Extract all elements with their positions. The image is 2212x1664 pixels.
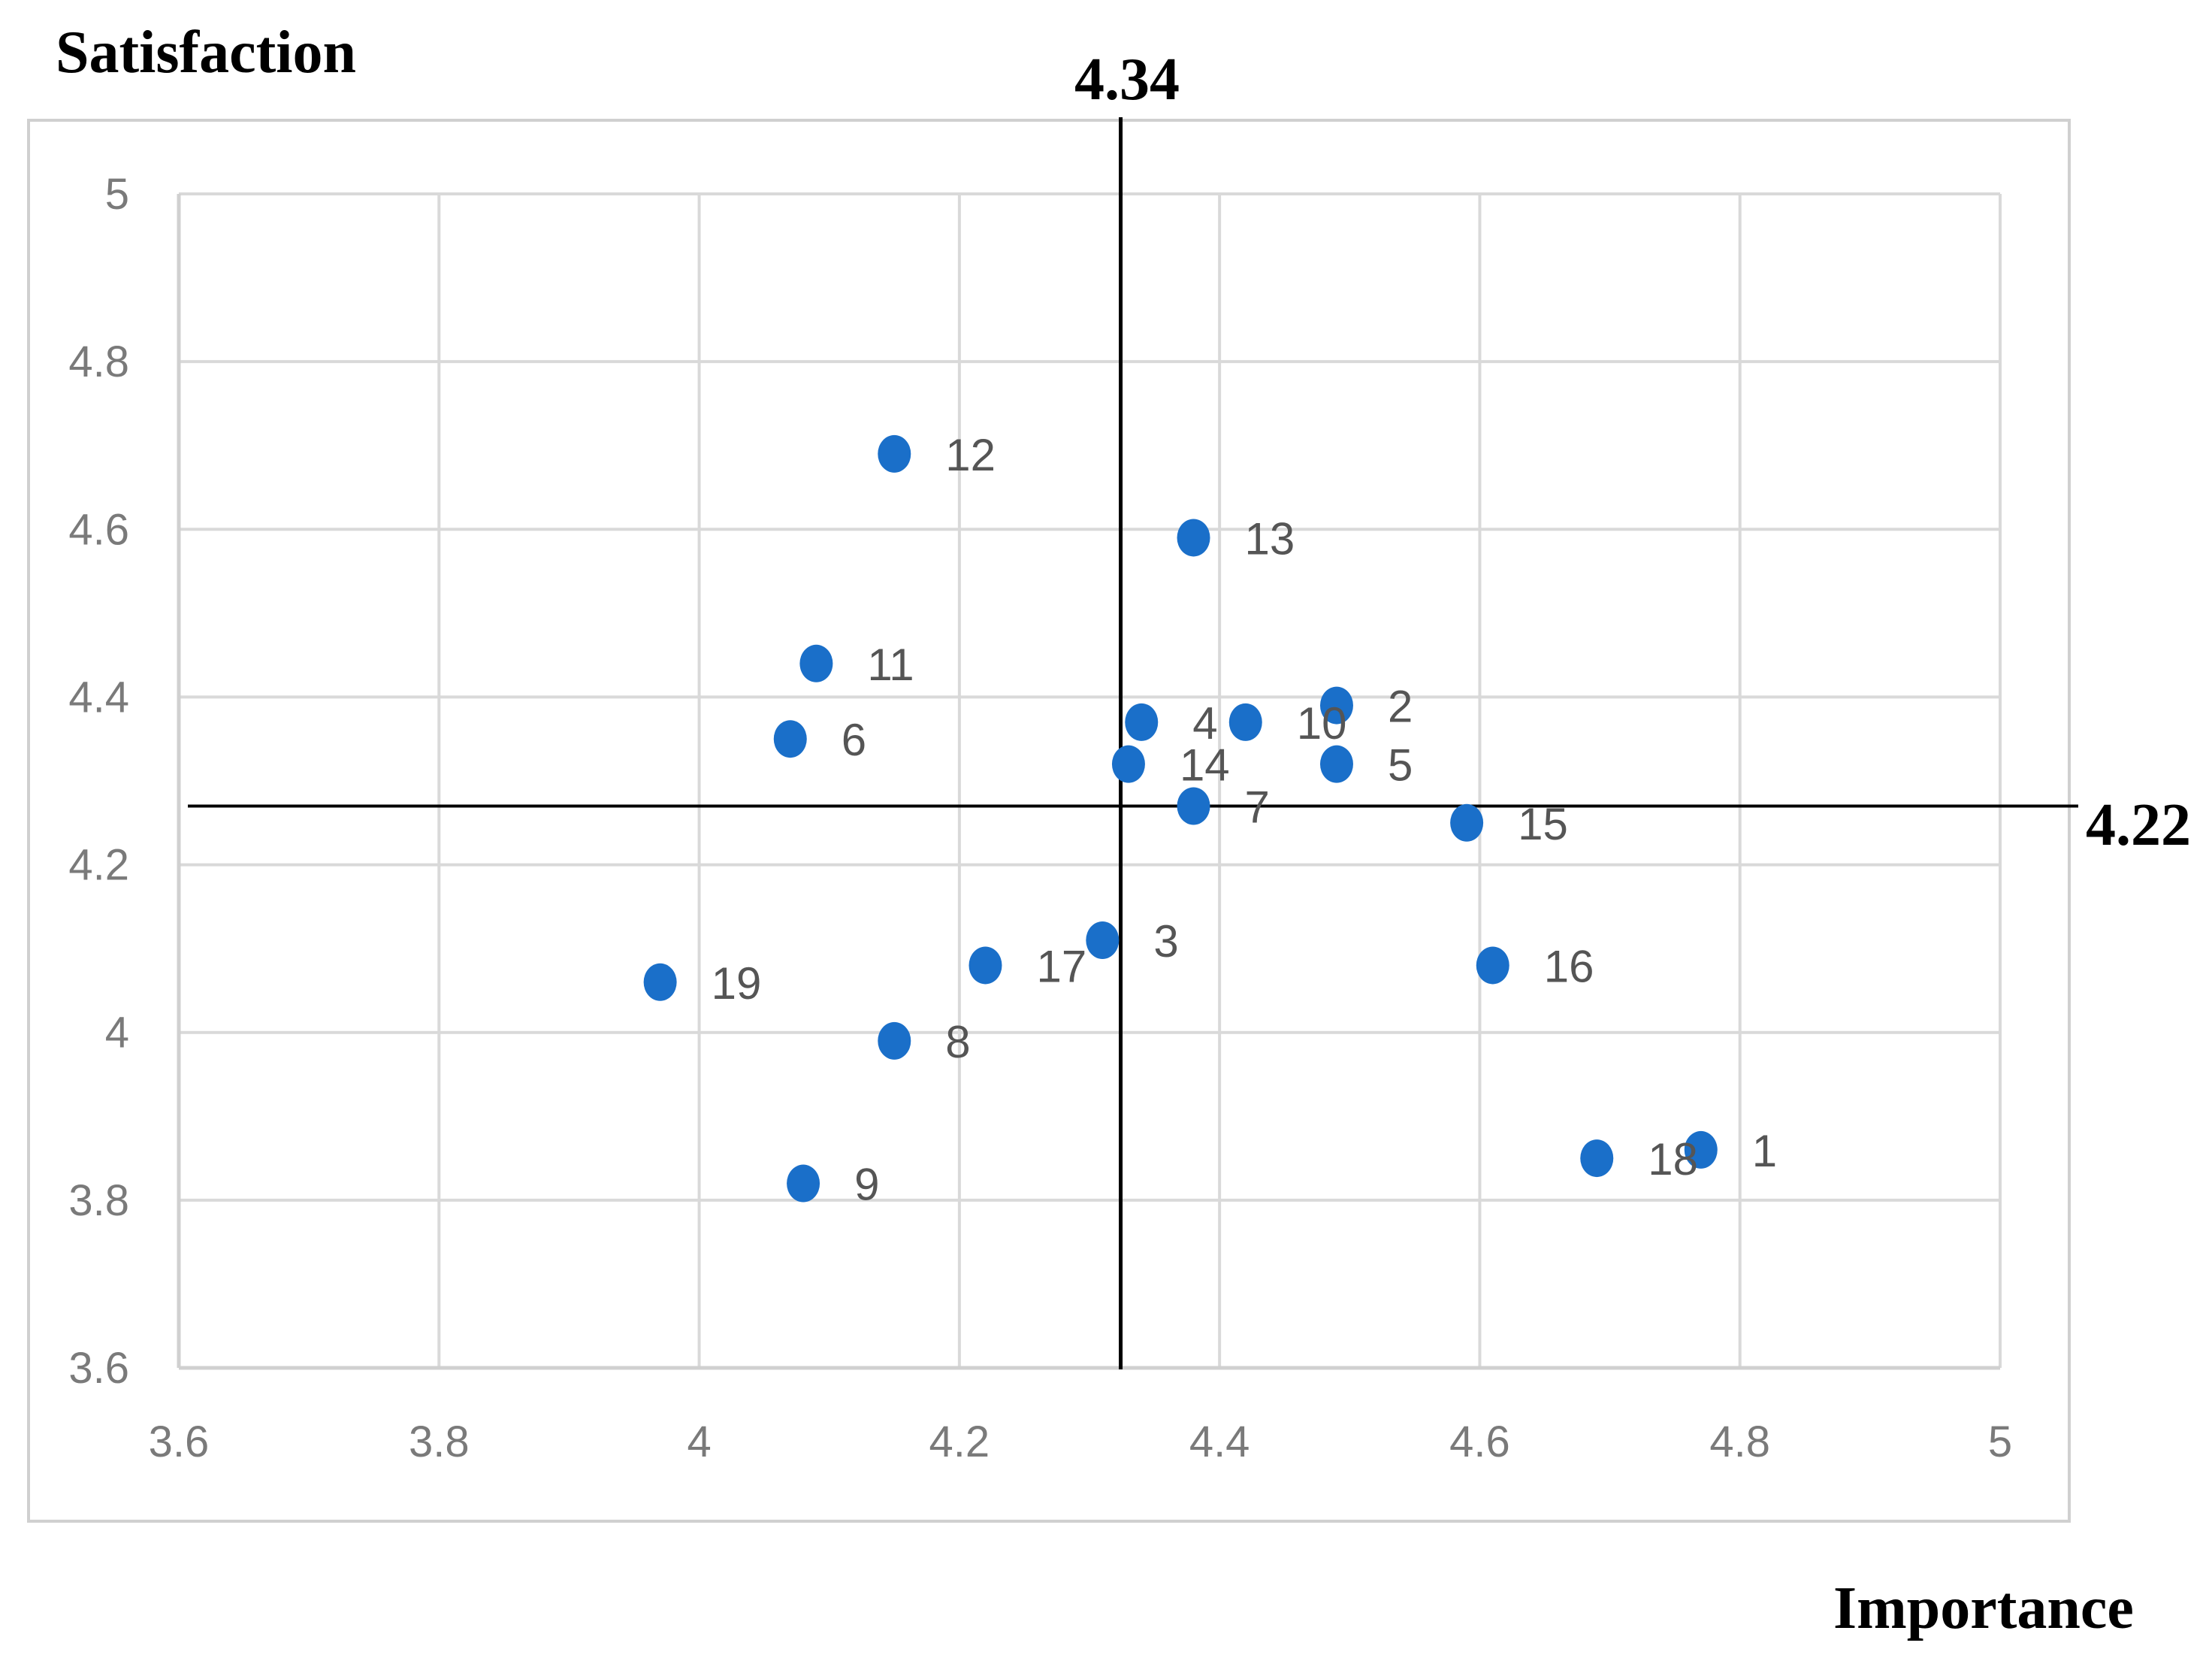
- x-tick-label: 4.4: [1189, 1417, 1250, 1466]
- data-label-16: 16: [1544, 941, 1594, 991]
- data-point-3: [1086, 921, 1120, 959]
- data-point-12: [878, 434, 911, 473]
- data-label-18: 18: [1648, 1134, 1698, 1184]
- data-point-19: [643, 963, 677, 1001]
- data-label-13: 13: [1245, 513, 1295, 564]
- data-label-8: 8: [945, 1017, 970, 1067]
- x-tick-label: 4: [687, 1417, 711, 1466]
- data-point-7: [1177, 787, 1210, 825]
- data-label-3: 3: [1153, 916, 1178, 967]
- data-point-9: [787, 1164, 820, 1203]
- data-point-6: [773, 720, 807, 758]
- x-tick-label: 4.8: [1709, 1417, 1770, 1466]
- y-tick-label: 4.6: [68, 505, 129, 554]
- data-point-2: [1319, 686, 1353, 725]
- x-tick-label: 4.2: [929, 1417, 990, 1466]
- reference-lines: [188, 117, 2078, 1369]
- data-point-4: [1125, 703, 1159, 741]
- data-label-19: 19: [712, 958, 762, 1009]
- data-label-12: 12: [945, 430, 996, 480]
- y-tick-label: 3.6: [68, 1344, 129, 1393]
- data-label-1: 1: [1752, 1126, 1777, 1176]
- data-label-17: 17: [1036, 941, 1086, 991]
- data-point-1: [1684, 1130, 1718, 1169]
- data-label-7: 7: [1245, 782, 1270, 832]
- data-point-5: [1319, 745, 1353, 783]
- tick-labels: 3.6 3.8 4 4.2 4.4 4.6 4.8 5 3.6 3.8 4 4.2 4.4 4.6 4.8 5: [68, 170, 2012, 1466]
- data-point-10: [1228, 703, 1262, 741]
- y-tick-label: 4.2: [68, 841, 129, 890]
- data-label-15: 15: [1518, 799, 1568, 849]
- y-tick-label: 4.8: [68, 337, 129, 386]
- data-point-11: [799, 644, 833, 682]
- data-point-14: [1111, 745, 1145, 783]
- x-tick-label: 3.8: [409, 1417, 470, 1466]
- grid: [177, 192, 2002, 1370]
- data-label-5: 5: [1388, 740, 1413, 791]
- data-label-2: 2: [1388, 682, 1413, 732]
- data-point-13: [1177, 519, 1210, 557]
- horizontal-reference-label: 4.22: [2086, 792, 2191, 858]
- y-tick-label: 4: [105, 1009, 129, 1057]
- data-point-15: [1450, 803, 1484, 842]
- data-point-18: [1580, 1139, 1614, 1178]
- data-label-10: 10: [1297, 698, 1347, 749]
- chart-frame: [27, 119, 2071, 1523]
- data-label-4: 4: [1192, 698, 1217, 749]
- x-tick-label: 4.6: [1449, 1417, 1510, 1466]
- data-label-11: 11: [867, 640, 914, 690]
- data-label-6: 6: [842, 715, 866, 765]
- x-tick-label: 5: [1988, 1417, 2012, 1466]
- data-point-17: [969, 946, 1002, 985]
- data-point-16: [1476, 946, 1509, 985]
- y-tick-label: 3.8: [68, 1176, 129, 1225]
- x-tick-label: 3.6: [149, 1417, 210, 1466]
- data-label-9: 9: [854, 1160, 879, 1210]
- y-tick-label: 4.4: [68, 673, 129, 722]
- data-point-8: [878, 1021, 911, 1060]
- vertical-reference-label: 4.34: [1074, 47, 1180, 113]
- y-tick-label: 5: [105, 170, 129, 219]
- data-label-14: 14: [1180, 740, 1230, 791]
- x-axis-title: Importance: [1833, 1575, 2134, 1641]
- y-axis-title: Satisfaction: [56, 20, 356, 86]
